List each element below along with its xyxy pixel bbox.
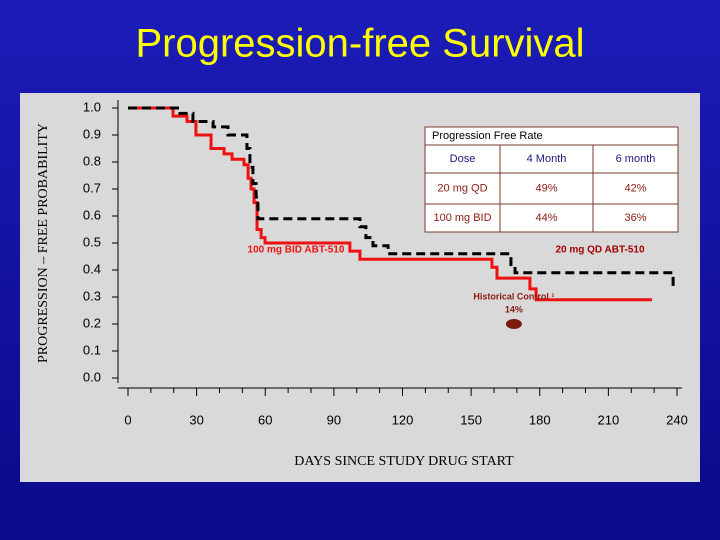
x-tick-label: 150 [460,412,482,427]
x-tick-label: 30 [189,412,203,427]
table-header: 4 Month [527,153,567,165]
x-tick-label: 120 [392,412,414,427]
table-title: Progression Free Rate [432,130,543,142]
y-tick-label: 1.0 [83,99,101,114]
survival-curve [128,106,675,289]
table-cell: 44% [535,212,557,224]
series-label: 100 mg BID ABT-510 [248,245,345,256]
y-axis-label: PROGRESSION – FREE PROBABILITY [36,123,51,363]
annotation: Historical Control ¹ [473,291,554,301]
table-cell: 42% [624,182,646,194]
historical-control-marker [505,319,522,329]
survival-curve [128,106,653,302]
x-tick-label: 0 [124,412,131,427]
x-tick-label: 240 [666,412,688,427]
table-header: Dose [450,153,476,165]
table-cell: 20 mg QD [437,182,487,194]
x-axis-label: DAYS SINCE STUDY DRUG START [294,454,514,469]
y-tick-label: 0.6 [83,207,101,222]
table-cell: 100 mg BID [433,212,491,224]
table-cell: 36% [624,212,646,224]
y-tick-label: 0.8 [83,153,101,168]
annotation-value: 14% [505,304,523,314]
x-tick-label: 60 [258,412,272,427]
table-header: 6 month [616,153,656,165]
y-tick-label: 0.3 [83,288,101,303]
y-tick-label: 0.5 [83,234,101,249]
table-cell: 49% [535,182,557,194]
y-tick-label: 0.7 [83,180,101,195]
y-tick-label: 0.1 [83,342,101,357]
x-tick-label: 180 [529,412,551,427]
y-tick-label: 0.2 [83,315,101,330]
x-tick-label: 90 [327,412,341,427]
series-label: 20 mg QD ABT-510 [555,245,645,256]
y-tick-label: 0.4 [83,261,101,276]
x-tick-label: 210 [598,412,620,427]
y-tick-label: 0.9 [83,126,101,141]
slide-title: Progression-free Survival [135,22,584,66]
y-tick-label: 0.0 [83,369,101,384]
